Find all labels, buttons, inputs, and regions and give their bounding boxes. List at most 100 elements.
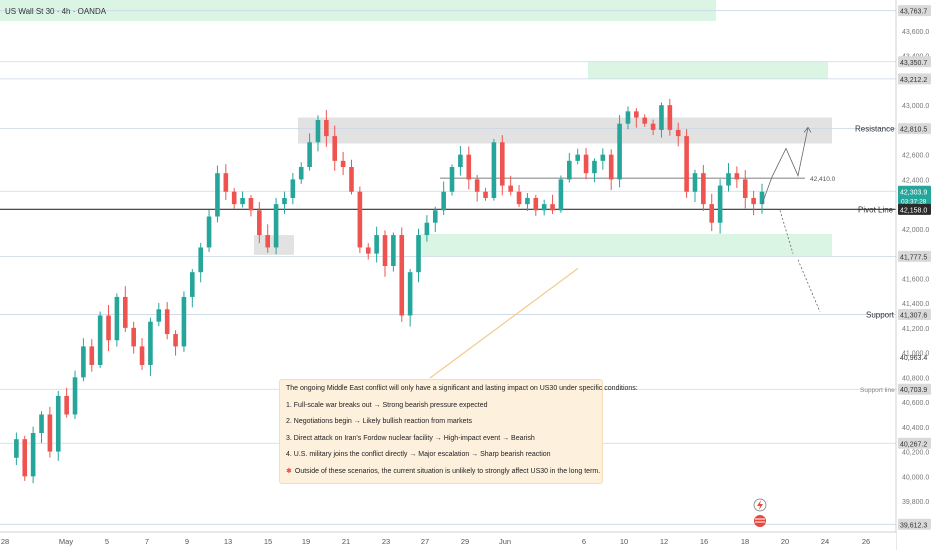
bearish-projection-2: [797, 259, 821, 312]
price-tick-label: 39,800.0: [902, 499, 929, 506]
candle-body: [449, 167, 455, 192]
candle-body: [332, 136, 338, 161]
price-tag: 42,303.9: [900, 189, 927, 196]
candle-body: [717, 185, 723, 223]
time-tick-label: 21: [342, 537, 350, 546]
time-tick-label: 7: [145, 537, 149, 546]
price-tick-label: 41,000.0: [902, 351, 929, 358]
candle-body: [349, 167, 354, 192]
candle-body: [173, 334, 178, 347]
candle-body: [131, 327, 136, 347]
candle-body: [458, 154, 463, 168]
time-tick-label: 28: [1, 537, 9, 546]
candle-body: [97, 315, 103, 365]
time-tick-label: 6: [582, 537, 586, 546]
price-axis[interactable]: [896, 0, 932, 550]
time-tick-label: 27: [421, 537, 429, 546]
time-tick-label: 13: [224, 537, 232, 546]
candle-body: [617, 123, 622, 180]
candle-body: [39, 414, 44, 434]
candle-body: [432, 210, 438, 223]
candle-body: [72, 377, 78, 415]
level-label: Pivot Line: [858, 205, 894, 214]
price-tag: 39,612.3: [900, 522, 927, 529]
candle-body: [139, 346, 145, 365]
candle-body: [575, 154, 580, 161]
level-label: Support line: [860, 387, 895, 394]
price-tag: 41,307.6: [900, 313, 927, 320]
note-item-4: 4. U.S. military joins the conflict dire…: [286, 451, 551, 458]
candle-body: [257, 210, 262, 236]
mid-level-label: 42,410.0: [810, 176, 836, 183]
analysis-note[interactable]: The ongoing Middle East conflict will on…: [279, 379, 638, 484]
candle-body: [508, 185, 513, 192]
candle-body: [474, 179, 480, 192]
us-flag-icon[interactable]: [754, 515, 766, 527]
candle-body: [499, 142, 505, 186]
candle-body: [659, 105, 664, 130]
price-tag: 40,267.2: [900, 441, 927, 448]
time-tick-label: 18: [741, 537, 749, 546]
candle-body: [675, 129, 681, 137]
candle-body: [198, 247, 203, 273]
candle-body: [14, 439, 19, 458]
candle-body: [265, 235, 271, 248]
candle-body: [282, 197, 287, 205]
price-tick-label: 41,200.0: [902, 326, 929, 333]
candle-body: [399, 235, 405, 316]
price-tag: 43,350.7: [900, 60, 927, 67]
price-tick-label: 42,400.0: [902, 177, 929, 184]
price-tick-label: 41,400.0: [902, 301, 929, 308]
price-tag: 41,777.5: [900, 254, 927, 261]
price-tag-bg: [898, 309, 931, 321]
time-tick-label: 15: [264, 537, 272, 546]
price-tick-label: 40,000.0: [902, 474, 929, 481]
candle-body: [64, 395, 69, 415]
candle-body: [642, 117, 648, 124]
candle-body: [223, 173, 229, 192]
candle-body: [466, 154, 472, 180]
candle-body: [759, 191, 765, 205]
candle-body: [684, 136, 689, 192]
candle-body: [307, 142, 312, 168]
time-axis[interactable]: [0, 532, 896, 550]
candle-body: [315, 120, 321, 143]
note-title: The ongoing Middle East conflict will on…: [286, 385, 638, 392]
time-tick-label: 26: [862, 537, 870, 546]
candle-body: [441, 191, 446, 211]
candle-body: [181, 296, 187, 347]
note-footer: Outside of these scenarios, the current …: [294, 467, 601, 475]
candle-body: [634, 111, 639, 118]
candle-body: [709, 204, 715, 223]
candle-body: [382, 235, 388, 266]
candle-body: [106, 315, 111, 341]
candle-body: [391, 235, 396, 266]
candle-body: [290, 179, 296, 198]
price-tick-label: 43,600.0: [902, 29, 929, 36]
price-tag: 40,703.9: [900, 387, 927, 394]
price-tag-bg: [898, 56, 931, 68]
candle-body: [424, 222, 430, 236]
candle-body: [550, 204, 555, 211]
time-tick-label: Jun: [499, 537, 511, 546]
candle-body: [592, 160, 597, 174]
flag-stripes: [755, 518, 765, 523]
candle-body: [30, 433, 36, 477]
candle-body: [114, 296, 120, 341]
candle-body: [525, 197, 530, 205]
time-tick-label: 20: [781, 537, 789, 546]
time-tick-label: 23: [382, 537, 390, 546]
price-tick-label: 40,600.0: [902, 400, 929, 407]
candle-body: [324, 120, 329, 137]
price-tick-label: 42,600.0: [902, 153, 929, 160]
note-footer-row: ✱ Outside of these scenarios, the current…: [286, 468, 600, 476]
candle-body: [340, 160, 346, 168]
candle-body: [357, 191, 363, 248]
candle-body: [215, 173, 220, 217]
candle-body: [374, 235, 379, 254]
price-tick-label: 41,600.0: [902, 276, 929, 283]
candle-body: [148, 321, 153, 365]
price-tag: 43,212.2: [900, 77, 927, 84]
